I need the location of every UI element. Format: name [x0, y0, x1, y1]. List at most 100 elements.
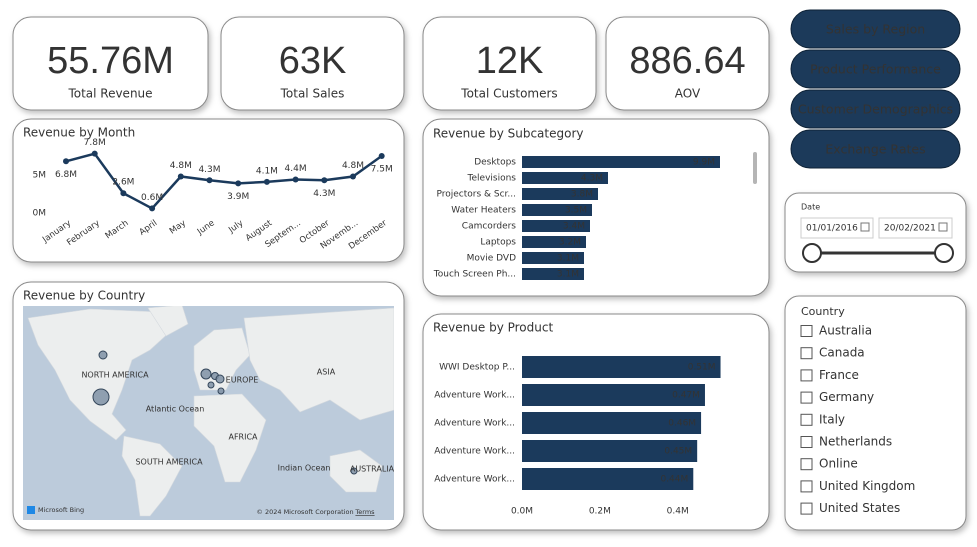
map-terms[interactable]: Terms: [354, 508, 375, 516]
data-label: 4.3M: [198, 165, 220, 175]
checkbox[interactable]: [800, 391, 813, 404]
nav-button[interactable]: [790, 89, 961, 129]
category-label: Adventure Work...: [434, 391, 515, 401]
kpi-value: 12K: [476, 40, 544, 82]
y-tick-label: 0M: [33, 209, 47, 219]
logo-icon: [27, 506, 35, 514]
category-label: Televisions: [467, 174, 517, 184]
data-label: 0.46M: [668, 419, 696, 429]
bubble: [200, 368, 212, 380]
checkbox-label[interactable]: Australia: [819, 324, 872, 338]
land: [147, 306, 189, 337]
map-label: SOUTH AMERICA: [135, 458, 203, 467]
bar: [522, 356, 721, 378]
nav-button[interactable]: [790, 129, 961, 169]
nav-button-label[interactable]: Exchange Rates: [825, 142, 925, 157]
data-label: 3.2M: [559, 238, 581, 248]
checkbox-label[interactable]: Italy: [819, 412, 845, 426]
data-label: 4.1M: [256, 166, 278, 176]
date-input[interactable]: [878, 217, 953, 239]
kpi-card: [220, 16, 405, 111]
data-label: 7.8M: [84, 138, 106, 148]
kpi-card: [605, 16, 770, 111]
kpi-card: [422, 16, 597, 111]
point: [263, 178, 270, 185]
kpi-label: Total Revenue: [67, 87, 152, 101]
checkbox[interactable]: [800, 502, 813, 515]
data-label: 3.9M: [227, 192, 249, 202]
category-label: Adventure Work...: [434, 419, 515, 429]
country-slicer: [784, 295, 967, 531]
date-input[interactable]: [800, 217, 874, 239]
data-label: 0.47M: [672, 391, 700, 401]
checkbox[interactable]: [800, 347, 813, 360]
bubble: [207, 381, 215, 389]
checkbox[interactable]: [800, 325, 813, 337]
point: [235, 180, 242, 187]
checkbox[interactable]: [800, 458, 813, 471]
bar: [522, 412, 702, 434]
kpi-value: 55.76M: [47, 40, 174, 82]
checkbox-label[interactable]: United States: [819, 501, 900, 515]
x-tick-label: 0.0M: [511, 507, 533, 517]
map-label: AFRICA: [228, 433, 258, 442]
nav-button[interactable]: [790, 9, 961, 49]
map-logo: Microsoft Bing: [38, 506, 84, 514]
nav-button-label[interactable]: Customer Demographics: [798, 102, 953, 117]
category-label: Projectors & Scr...: [436, 190, 516, 200]
kpi-label: Total Customers: [460, 87, 557, 101]
date-end: 20/02/2021: [884, 224, 936, 234]
data-label: 0.6M: [141, 193, 163, 203]
kpi-label: Total Sales: [280, 87, 345, 101]
point: [321, 177, 328, 184]
data-label: 4.8M: [170, 161, 192, 171]
calendar-icon: [938, 222, 948, 232]
checkbox[interactable]: [800, 436, 813, 448]
nav-button[interactable]: [790, 49, 961, 89]
chart-title: Revenue by Subcategory: [433, 127, 583, 141]
slicer-title: Date: [801, 203, 820, 212]
land: [193, 393, 267, 483]
kpi-value: 886.64: [629, 40, 745, 82]
bar: [522, 188, 598, 200]
x-tick-label: 0.4M: [667, 507, 689, 517]
checkbox-label[interactable]: United Kingdom: [819, 479, 915, 493]
map: [23, 306, 394, 520]
checkbox-label[interactable]: France: [819, 368, 859, 382]
bubble: [215, 374, 225, 384]
checkbox-label[interactable]: Netherlands: [819, 435, 892, 449]
checkbox-label[interactable]: Germany: [819, 390, 874, 404]
slider-handle[interactable]: [802, 243, 822, 263]
data-label: 6.8M: [55, 170, 77, 180]
checkbox-label[interactable]: Online: [819, 457, 858, 471]
kpi-card: [12, 16, 209, 111]
bar: [522, 236, 586, 248]
bar: [522, 468, 694, 490]
slider-handle[interactable]: [934, 243, 954, 263]
checkbox[interactable]: [800, 413, 813, 426]
map-label: EUROPE: [226, 376, 259, 385]
data-label: 0.44M: [660, 475, 688, 485]
data-label: 0.45M: [664, 447, 692, 457]
land: [121, 435, 183, 517]
bar: [522, 204, 592, 216]
map-title: Revenue by Country: [23, 289, 145, 303]
line-panel: [12, 118, 405, 263]
nav-button-label[interactable]: Sales by Region: [826, 22, 925, 37]
calendar-icon: [860, 222, 870, 232]
bar: [522, 384, 705, 406]
nav-button-label[interactable]: Product Performance: [810, 62, 941, 77]
checkbox[interactable]: [800, 480, 813, 493]
map-attribution: © 2024 Microsoft Corporation: [256, 508, 353, 516]
category-label: Adventure Work...: [434, 475, 515, 485]
data-label: 3.8M: [571, 190, 593, 200]
x-tick-label: 0.2M: [589, 507, 611, 517]
bubble: [92, 388, 110, 406]
checkbox[interactable]: [800, 369, 813, 382]
category-label: WWI Desktop P...: [439, 363, 515, 373]
bar: [522, 268, 584, 280]
point: [120, 190, 127, 197]
category-label: Movie DVD: [467, 254, 516, 264]
checkbox-label[interactable]: Canada: [819, 346, 865, 360]
bubble: [350, 467, 358, 475]
